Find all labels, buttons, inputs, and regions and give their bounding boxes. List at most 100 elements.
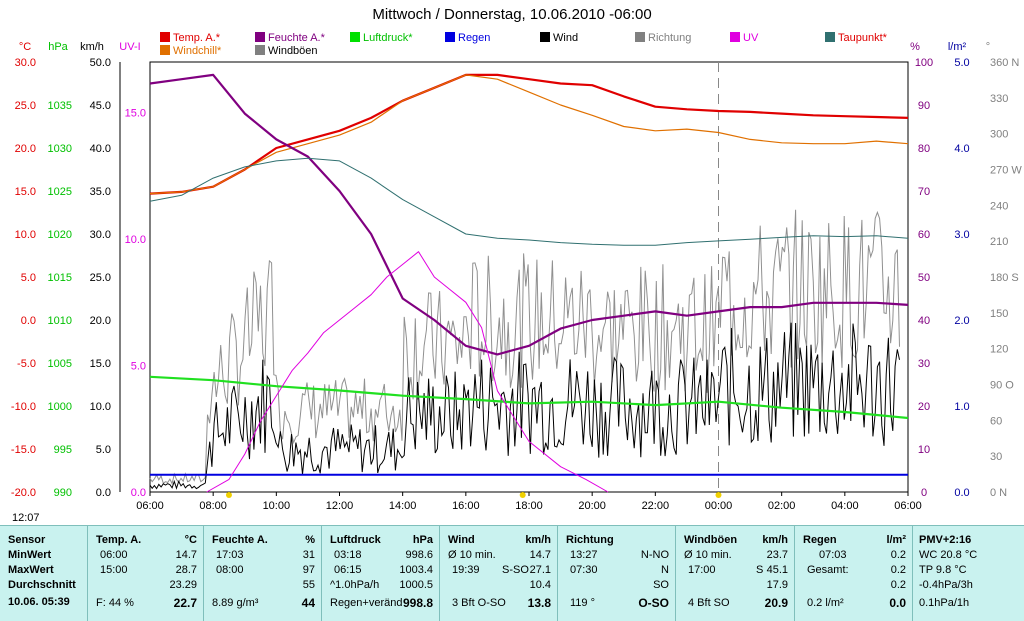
direction-axis-label: 330 bbox=[990, 93, 1008, 105]
humidity-axis-label: 50 bbox=[918, 272, 930, 284]
legend-pressure: Luftdruck* bbox=[350, 32, 413, 44]
direction-axis-label: 210 bbox=[990, 236, 1008, 248]
axis-unit-uv: UV-I bbox=[119, 41, 140, 53]
direction-axis-label: 90 O bbox=[990, 380, 1014, 392]
pressure-axis-label: 1010 bbox=[48, 315, 72, 327]
x-tick-label: 10:00 bbox=[263, 500, 291, 512]
humidity-axis-label: 20 bbox=[918, 401, 930, 413]
press-unit: hPa bbox=[412, 534, 433, 546]
direction-axis-label: 150 bbox=[990, 308, 1008, 320]
gust-extra: 4 Bft SO bbox=[688, 597, 730, 609]
sensor-head: Sensor bbox=[8, 534, 46, 546]
direction-axis-label: 120 bbox=[990, 344, 1008, 356]
temp-current: 22.7 bbox=[173, 596, 197, 610]
gust-min-time: Ø 10 min. bbox=[684, 549, 732, 561]
wind-axis-label: 15.0 bbox=[90, 358, 111, 370]
press-max-time: 06:15 bbox=[334, 564, 362, 576]
direction-axis-label: 240 bbox=[990, 200, 1008, 212]
col-pressure: Luftdruck hPa 03:18 998.6 06:15 1003.4 ^… bbox=[322, 526, 440, 621]
gust-max-value: 45.1 bbox=[766, 564, 788, 576]
dir-extra: 119 ° bbox=[570, 597, 595, 609]
series-temp bbox=[149, 73, 909, 195]
wind-max-dir: S-SO bbox=[502, 564, 529, 576]
temp-axis-label: -5.0 bbox=[17, 358, 36, 370]
axis-unit-pressure: hPa bbox=[48, 41, 68, 53]
humidity-axis-label: 10 bbox=[918, 444, 930, 456]
temp-axis-label: 30.0 bbox=[15, 57, 36, 69]
temp-axis-label: -15.0 bbox=[11, 444, 36, 456]
rain-axis-label: 4.0 bbox=[954, 143, 969, 155]
legend-swatch bbox=[350, 32, 360, 42]
humidity-axis-label: 100 bbox=[915, 57, 933, 69]
rain-total-value: 0.2 bbox=[890, 564, 906, 576]
gust-min-value: 23.7 bbox=[766, 549, 788, 561]
col-temp: Temp. A. °C 06:00 14.7 15:00 28.7 23.29 … bbox=[88, 526, 204, 621]
col-sensor: Sensor MinWert MaxWert Durchschnitt 10.0… bbox=[0, 526, 88, 621]
series-humidity bbox=[149, 73, 909, 356]
legend-swatch bbox=[635, 32, 645, 42]
col-humidity: Feuchte A. % 17:03 31 08:00 97 55 8.89 g… bbox=[204, 526, 322, 621]
temp-axis-label: 25.0 bbox=[15, 100, 36, 112]
temp-max-value: 28.7 bbox=[175, 564, 197, 576]
hum-head: Feuchte A. bbox=[212, 534, 268, 546]
x-tick-label: 18:00 bbox=[515, 500, 543, 512]
dir-avg: SO bbox=[653, 579, 669, 591]
dir-head: Richtung bbox=[566, 534, 614, 546]
gust-head: Windböen bbox=[684, 534, 738, 546]
dir-min-value: N-NO bbox=[640, 549, 669, 561]
legend-gusts: Windböen bbox=[255, 45, 318, 57]
direction-axis-label: 60 bbox=[990, 415, 1002, 427]
direction-axis-label: 30 bbox=[990, 451, 1002, 463]
rain-extra: 0.2 l/m² bbox=[807, 597, 844, 609]
pressure-axis-label: 1035 bbox=[48, 100, 72, 112]
temp-axis-label: 15.0 bbox=[15, 186, 36, 198]
rain-axis-label: 5.0 bbox=[954, 57, 969, 69]
temp-avg: 23.29 bbox=[169, 579, 197, 591]
legend-swatch bbox=[445, 32, 455, 42]
humidity-axis-label: 90 bbox=[918, 100, 930, 112]
uv-axis-label: 15.0 bbox=[125, 108, 146, 120]
col-pmv: PMV+2:16 WC 20.8 °C TP 9.8 °C -0.4hPa/3h… bbox=[913, 526, 1023, 621]
rain-min-value: 0.2 bbox=[890, 549, 906, 561]
legend-direction: Richtung bbox=[635, 32, 691, 44]
axis-unit-humidity: % bbox=[910, 41, 920, 53]
wind-max-value: 27.1 bbox=[529, 564, 551, 576]
temp-axis-label: -10.0 bbox=[11, 401, 36, 413]
wind-min-value: 14.7 bbox=[529, 549, 551, 561]
legend-humidity: Feuchte A.* bbox=[255, 32, 325, 44]
wind-max-time: 19:39 bbox=[452, 564, 480, 576]
direction-axis-label: 360 N bbox=[990, 57, 1019, 69]
x-tick-label: 08:00 bbox=[199, 500, 227, 512]
current-date: 10.06. 05:39 bbox=[8, 596, 70, 608]
x-tick-label: 06:00 bbox=[136, 500, 164, 512]
wind-axis-label: 30.0 bbox=[90, 229, 111, 241]
midnight-marker bbox=[715, 492, 722, 498]
dir-current: O-SO bbox=[638, 596, 669, 610]
direction-axis-label: 180 S bbox=[990, 272, 1019, 284]
legend-swatch bbox=[540, 32, 550, 42]
legend-temp: Temp. A.* bbox=[160, 32, 220, 44]
direction-axis-label: 300 bbox=[990, 129, 1008, 141]
pmv-trend-1h: 0.1hPa/1h bbox=[919, 597, 970, 609]
press-min-time: 03:18 bbox=[334, 549, 362, 561]
legend-swatch bbox=[825, 32, 835, 42]
wind-axis-label: 50.0 bbox=[90, 57, 111, 69]
series-windchill bbox=[149, 74, 909, 195]
uv-axis-label: 5.0 bbox=[131, 361, 146, 373]
series-gusts bbox=[149, 209, 900, 486]
row-min-label: MinWert bbox=[8, 549, 52, 561]
gust-max-dir: S bbox=[756, 564, 764, 576]
legend-windchill: Windchill* bbox=[160, 45, 221, 57]
temp-axis-label: 0.0 bbox=[21, 315, 36, 327]
temp-axis-label: 10.0 bbox=[15, 229, 36, 241]
pmv-dewpoint: TP 9.8 °C bbox=[919, 564, 967, 576]
time-label: 12:07 bbox=[12, 512, 40, 524]
x-tick-label: 16:00 bbox=[452, 500, 480, 512]
humidity-axis-label: 40 bbox=[918, 315, 930, 327]
gust-unit: km/h bbox=[762, 534, 788, 546]
series-dewpoint bbox=[149, 157, 909, 246]
col-direction: Richtung 13:27 N-NO 07:30 N SO 119 ° O-S… bbox=[558, 526, 676, 621]
press-avg: 1000.5 bbox=[399, 579, 433, 591]
rain-min-time: 07:03 bbox=[819, 549, 847, 561]
rain-head: Regen bbox=[803, 534, 837, 546]
